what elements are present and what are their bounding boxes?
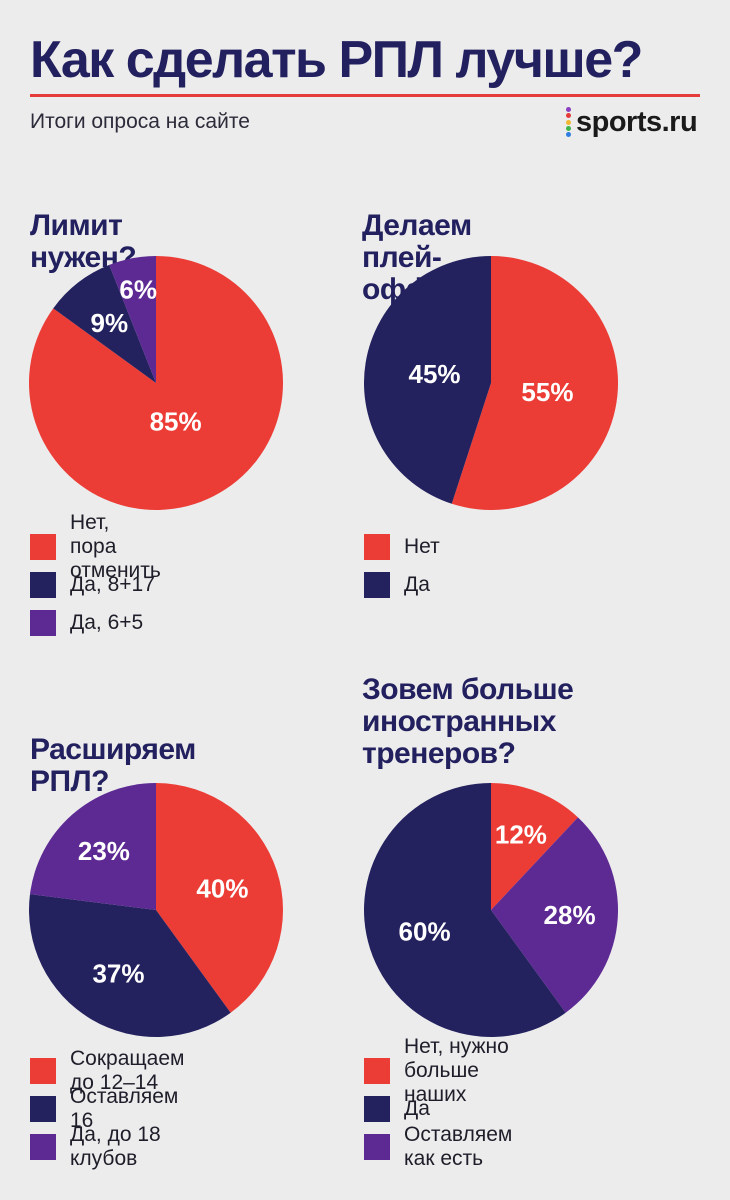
slice-value-label: 85% [150, 406, 202, 436]
legend-label: Нет [404, 535, 440, 558]
legend-swatch [364, 534, 390, 560]
chart-title-limit: Лимит нужен? [30, 209, 137, 274]
logo-dots-icon [566, 107, 571, 137]
pie-slice [156, 783, 283, 1013]
logo-text: sports.ru [576, 105, 698, 138]
slice-value-label: 28% [544, 900, 596, 930]
pie-slice [364, 783, 566, 1037]
legend-item: Нет, нужно больше наших [364, 1035, 512, 1106]
legend-coaches: Нет, нужно больше наших Да Оставляем как е… [364, 1035, 512, 1170]
legend-label: Да, 6+5 [70, 611, 144, 634]
title-divider [30, 94, 700, 97]
legend-label: Да [404, 1097, 430, 1120]
legend-item: Да, 6+5 [30, 604, 161, 642]
legend-swatch [364, 1058, 390, 1084]
legend-item: Нет [364, 528, 440, 566]
legend-label: Сокращаем до 12–14 [70, 1047, 185, 1094]
pie-slice [53, 264, 157, 383]
legend-expand: Сокращаем до 12–14 Оставляем 16 Да, до 18 … [30, 1047, 184, 1170]
pie-slice [491, 817, 618, 1013]
legend-swatch [30, 1096, 56, 1122]
legend-swatch [364, 572, 390, 598]
chart-title-expand: Расширяем РПЛ? [30, 733, 196, 798]
slice-value-label: 12% [495, 819, 547, 849]
pie-chart-limit: 85% 9% 6% [28, 256, 284, 510]
slice-value-label: 60% [399, 917, 451, 947]
legend-swatch [30, 572, 56, 598]
legend-item: Да, до 18 клубов [30, 1123, 184, 1170]
pie-slice [109, 256, 156, 383]
legend-item: Да [364, 1090, 512, 1128]
slice-value-label: 45% [409, 359, 461, 389]
pie-chart-expand: 40% 37% 23% [28, 783, 283, 1037]
page-title: Как сделать РПЛ лучше? [30, 31, 643, 89]
legend-item: Да, 8+17 [30, 566, 161, 604]
legend-swatch [30, 1134, 56, 1160]
pie-slice [30, 783, 156, 910]
pie-slice [28, 894, 231, 1037]
legend-label: Оставляем как есть [404, 1123, 513, 1170]
legend-swatch [364, 1096, 390, 1122]
legend-playoff: Нет Да [364, 528, 440, 604]
legend-item: Сокращаем до 12–14 [30, 1047, 184, 1094]
pie-slice [491, 783, 578, 910]
sports-ru-logo[interactable]: sports.ru [566, 104, 698, 140]
legend-label: Да, 8+17 [70, 573, 155, 596]
page-subtitle: Итоги опроса на сайте [30, 110, 250, 133]
legend-limit: Нет, пора отменить Да, 8+17 Да, 6+5 [30, 511, 161, 642]
slice-value-label: 9% [91, 308, 129, 338]
legend-label: Нет, нужно больше наших [404, 1035, 509, 1106]
slice-value-label: 55% [521, 377, 573, 407]
slice-value-label: 23% [78, 836, 130, 866]
legend-label: Нет, пора отменить [70, 511, 161, 582]
legend-swatch [364, 1134, 390, 1160]
legend-swatch [30, 1058, 56, 1084]
legend-label: Да, до 18 клубов [70, 1123, 161, 1170]
slice-value-label: 40% [196, 873, 248, 903]
legend-label: Да [404, 573, 430, 596]
legend-swatch [30, 534, 56, 560]
pie-slice [451, 256, 618, 511]
legend-item: Оставляем как есть [364, 1123, 512, 1170]
chart-title-coaches: Зовем больше иностранных тренеров? [362, 673, 574, 770]
pie-chart-playoff: 55% 45% [364, 256, 618, 511]
legend-item: Оставляем 16 [30, 1085, 184, 1132]
pie-slice [364, 256, 491, 504]
pie-chart-coaches: 12% 28% 60% [364, 783, 618, 1037]
legend-swatch [30, 610, 56, 636]
legend-item: Нет, пора отменить [30, 511, 161, 582]
legend-item: Да [364, 566, 440, 604]
slice-value-label: 37% [92, 958, 144, 988]
slice-value-label: 6% [119, 274, 157, 304]
legend-label: Оставляем 16 [70, 1085, 179, 1132]
